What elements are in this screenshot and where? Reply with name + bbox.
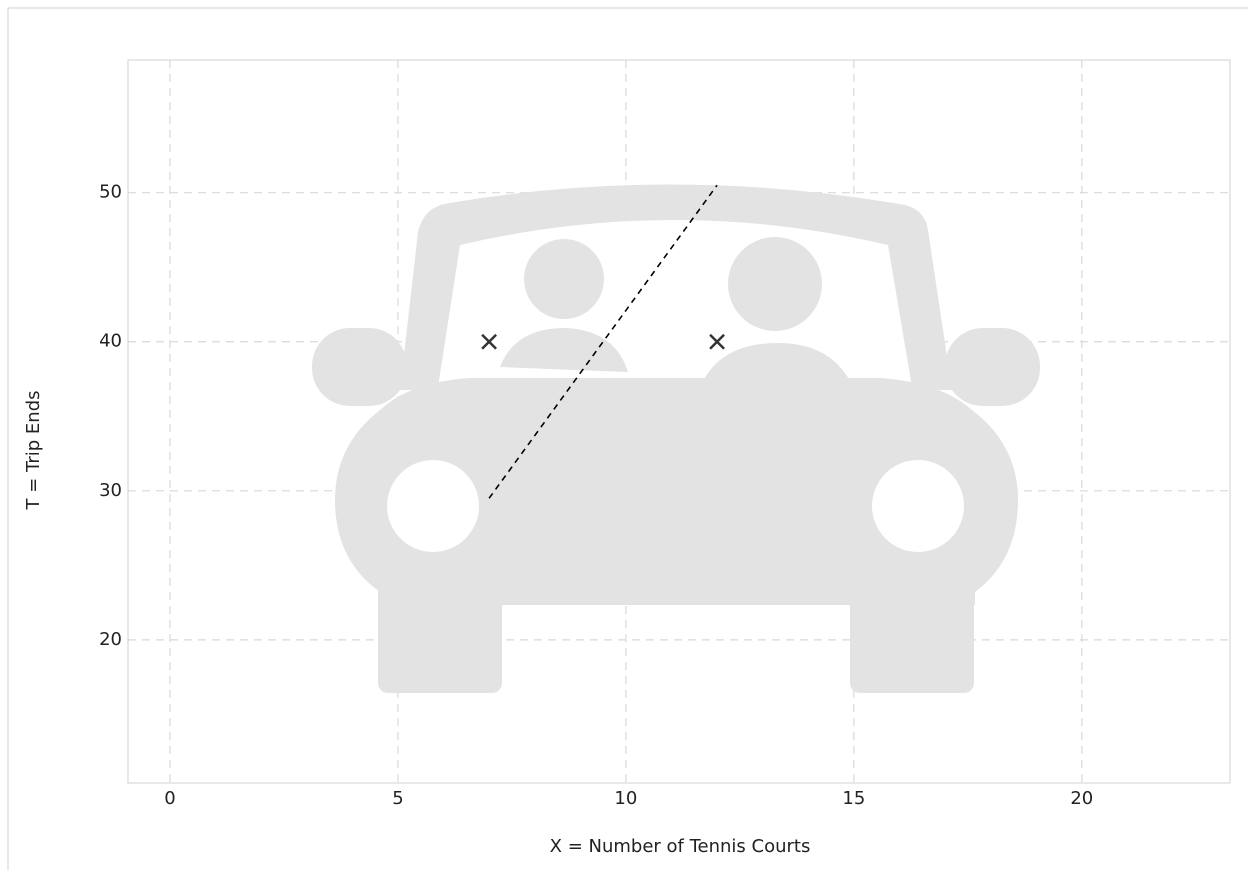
trend-line — [488, 184, 718, 499]
x-marker — [481, 333, 497, 350]
x-tick-label: 0 — [164, 788, 175, 809]
x-tick-label: 10 — [614, 788, 637, 809]
x-tick-label: 5 — [392, 788, 403, 809]
x-axis-label: X = Number of Tennis Courts — [550, 836, 811, 857]
y-tick-label: 20 — [99, 629, 122, 650]
x-marker — [709, 333, 725, 350]
x-tick-label: 20 — [1070, 788, 1093, 809]
plot-area — [127, 59, 1231, 784]
y-tick-label: 50 — [99, 182, 122, 203]
y-tick-label: 40 — [99, 331, 122, 352]
y-axis-label: T = Trip Ends — [23, 390, 44, 510]
x-tick-label: 15 — [842, 788, 865, 809]
car-icon — [312, 184, 1040, 693]
y-tick-label: 30 — [99, 480, 122, 501]
